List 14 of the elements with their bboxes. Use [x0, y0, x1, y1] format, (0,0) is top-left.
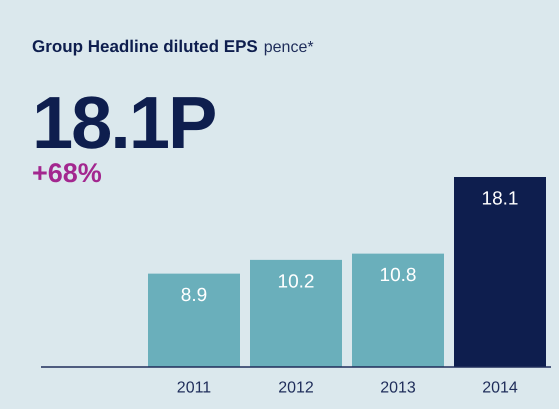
data-label: 8.9: [180, 285, 208, 306]
x-tick-label: 2013: [380, 379, 416, 396]
data-label: 10.8: [380, 265, 416, 286]
x-tick-label: 2012: [278, 379, 314, 396]
bar: [352, 254, 444, 367]
x-tick-label: 2011: [176, 379, 212, 396]
data-label: 10.2: [278, 271, 314, 292]
chart-subtitle: pence*: [264, 39, 314, 56]
chart-title: Group Headline diluted EPS: [32, 37, 258, 56]
bar: [454, 177, 546, 367]
x-tick-label: 2014: [482, 379, 518, 396]
data-label: 18.1: [482, 188, 518, 210]
bar: [148, 274, 240, 367]
bar: [250, 260, 342, 367]
